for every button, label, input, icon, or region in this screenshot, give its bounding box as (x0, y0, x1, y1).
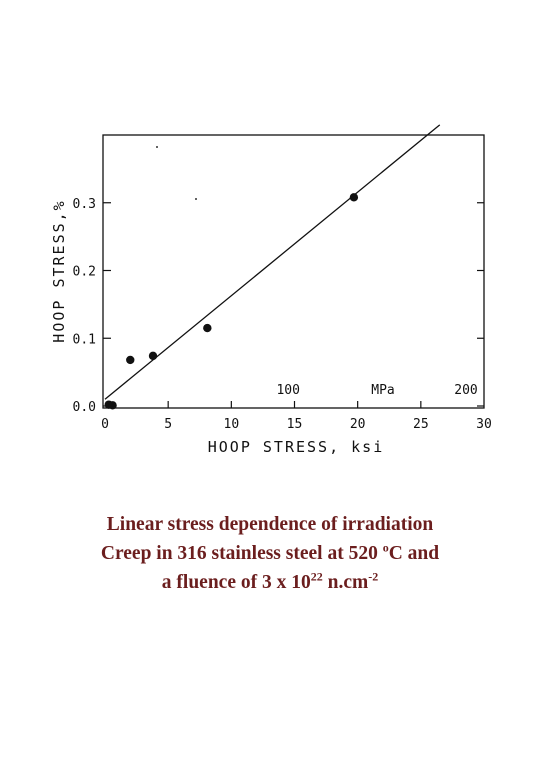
caption-text: a fluence of 3 x 10 (161, 572, 311, 593)
caption-line-1: Linear stress dependence of irradiation (106, 514, 434, 535)
data-point (203, 323, 212, 333)
mpa-unit-label: MPa (371, 383, 394, 398)
data-point (349, 193, 359, 202)
caption-line-3: a fluence of 3 x 1022 n.cm-2 (0, 568, 540, 597)
y-tick-label: 0.2 (73, 265, 96, 280)
exponent: -2 (368, 569, 379, 584)
y-tick-label: 0.3 (73, 197, 96, 212)
degree-mark: o (382, 540, 389, 555)
stray-speck (195, 198, 197, 200)
data-points (104, 193, 359, 410)
x-tick-label: 30 (476, 417, 492, 432)
y-axis-title: HOOP STRESS,% (50, 199, 68, 342)
x-axis-title: HOOP STRESS, ksi (208, 438, 385, 456)
caption-text: C and (388, 543, 440, 564)
x-tick-label: 10 (224, 417, 240, 432)
plot-frame (102, 134, 485, 409)
y-tick-label: 0.0 (73, 400, 96, 415)
x-axis-ticks: 0 5 10 15 20 25 30 (101, 401, 492, 432)
mpa-tick-label: 100 (276, 383, 299, 398)
data-point (126, 355, 135, 365)
chart: 0 5 10 15 20 25 30 0.0 0.1 0.2 0.3 100 200 MPa HOO… (50, 124, 492, 456)
x-tick-label: 20 (350, 417, 366, 432)
exponent: 22 (310, 569, 323, 584)
x-tick-label: 5 (164, 417, 172, 432)
mpa-tick-label: 200 (454, 383, 477, 398)
mpa-axis-ticks: 100 200 (276, 383, 477, 398)
data-point (148, 351, 158, 361)
fit-line (104, 124, 441, 400)
caption-text: n.cm (322, 572, 369, 593)
y-tick-label: 0.1 (73, 332, 96, 347)
caption-line-2: Creep in 316 stainless steel at 520 oC a… (0, 539, 540, 568)
data-point (108, 401, 117, 410)
figure-caption: Linear stress dependence of irradiation … (0, 510, 540, 597)
caption-text: Creep in 316 stainless steel at 520 (100, 543, 383, 564)
stray-speck (156, 146, 158, 148)
x-tick-label: 25 (413, 417, 429, 432)
y-axis-ticks: 0.0 0.1 0.2 0.3 (73, 197, 484, 415)
x-tick-label: 0 (101, 417, 109, 432)
x-tick-label: 15 (287, 417, 303, 432)
